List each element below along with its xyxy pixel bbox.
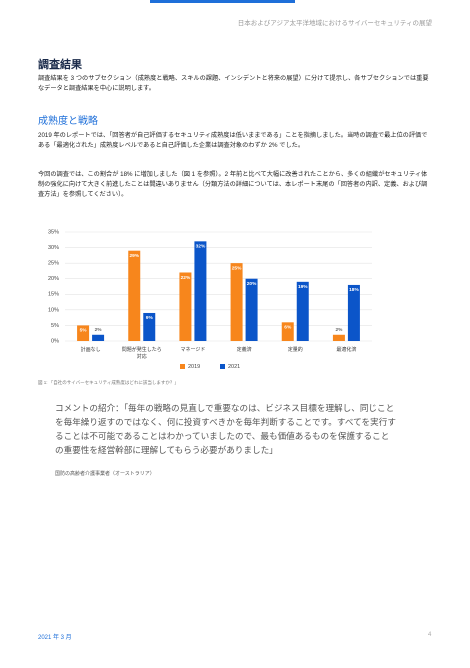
section-heading: 調査結果 <box>38 59 82 71</box>
top-bar <box>150 0 295 3</box>
value-label: 2% <box>335 327 343 333</box>
value-label: 9% <box>146 315 154 321</box>
value-label: 5% <box>80 328 88 334</box>
legend-label: 2021 <box>228 364 240 370</box>
x-tick-label: マネージド <box>180 347 206 353</box>
legend-swatch <box>220 364 225 369</box>
quote-attribution: 国防の高齢者介護事業者（オーストラリア） <box>55 471 155 477</box>
legend-swatch <box>180 364 185 369</box>
section-heading: 成熟度と戦略 <box>38 116 98 127</box>
paragraph: 調査結果を 3 つのサブセクション（成熟度と戦略、スキルの課題、インシデントと将… <box>38 75 429 92</box>
value-label: 20% <box>247 281 257 287</box>
value-label: 2% <box>95 327 103 333</box>
legend-label: 2019 <box>188 364 200 370</box>
bar <box>194 241 207 341</box>
y-tick-label: 20% <box>48 276 59 282</box>
bar <box>347 284 360 341</box>
bar <box>281 322 294 341</box>
y-tick-label: 25% <box>48 261 59 267</box>
bar <box>143 312 156 341</box>
x-tick-label: 計画なし <box>80 347 101 353</box>
paragraph: 今回の調査では、この割合が 18% に増加しました（図 1 を参照）。2 年前と… <box>38 171 428 198</box>
bar <box>77 325 90 341</box>
bar <box>332 334 345 341</box>
chart-caption: 図 1: 「自社のサイバーセキュリティ成熟度はどれに該当しますか？」 <box>38 380 179 385</box>
bar <box>92 334 105 341</box>
quote: コメントの紹介：「毎年の戦略の見直しで重要なのは、ビジネス目標を理解し、同じこと… <box>55 403 396 455</box>
y-tick-label: 0% <box>51 338 59 344</box>
x-tick-label: 問題が発生したら対応 <box>121 347 162 360</box>
y-tick-label: 35% <box>48 229 59 235</box>
x-tick-label: 定義済 <box>236 347 252 353</box>
value-label: 29% <box>129 253 139 259</box>
value-label: 32% <box>196 244 206 250</box>
value-label: 19% <box>298 284 308 290</box>
paragraph: 2019 年のレポートでは、「回答者が自己評価するセキュリティ成熟度は低いままで… <box>38 132 428 149</box>
value-label: 25% <box>232 265 242 271</box>
value-label: 6% <box>284 325 292 331</box>
y-tick-label: 15% <box>48 292 59 298</box>
bar <box>296 281 309 341</box>
chart: 0% 5% 10% 15% 20% 25% 30% 35% 5% 2% 29% 9% 22% 32% 25%… <box>48 229 372 370</box>
footer-date: 2021 年 3 月 <box>38 635 72 641</box>
bar <box>179 272 192 341</box>
bar <box>128 250 141 341</box>
value-label: 18% <box>349 287 359 293</box>
bar <box>245 278 258 341</box>
header-title: 日本およびアジア太平洋地域におけるサイバーセキュリティの展望 <box>237 20 432 27</box>
y-tick-label: 5% <box>51 323 59 329</box>
value-label: 22% <box>181 275 191 281</box>
y-tick-label: 10% <box>48 307 59 313</box>
y-tick-label: 30% <box>48 245 59 251</box>
x-tick-label: 最適化済 <box>336 347 357 353</box>
bar <box>230 263 243 341</box>
x-tick-label: 定量的 <box>287 347 303 353</box>
page-number: 4 <box>428 632 432 638</box>
